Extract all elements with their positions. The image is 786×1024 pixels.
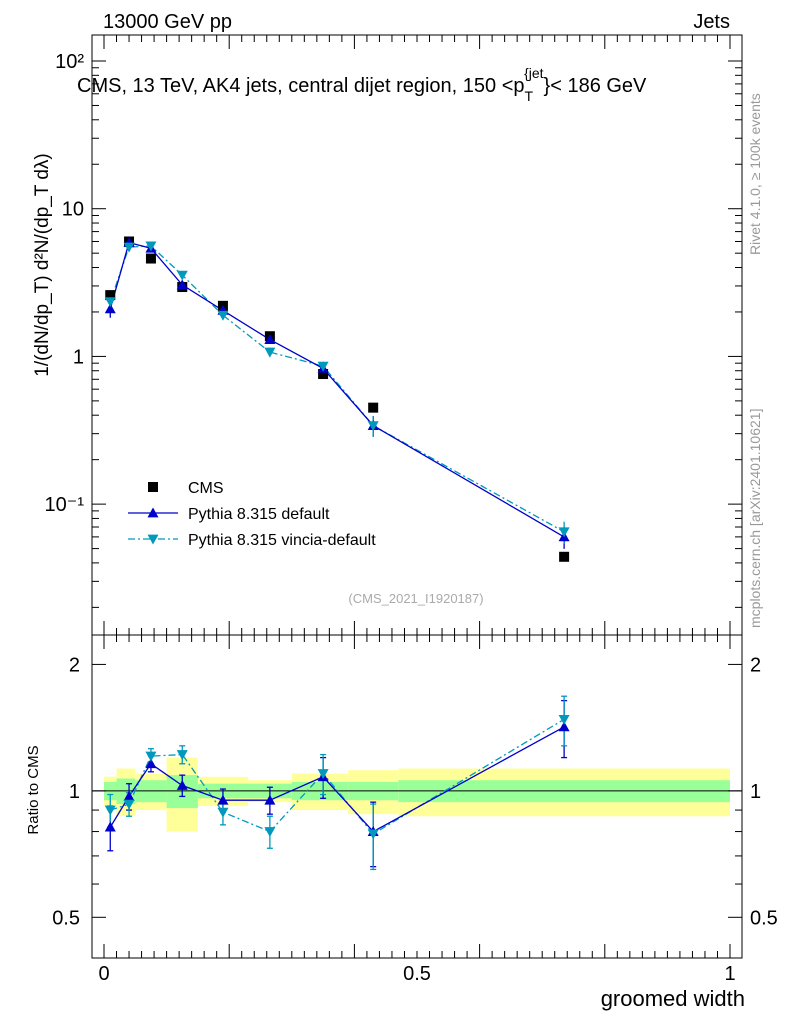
ratio-point-vincia <box>176 750 188 761</box>
ratio-point-vincia <box>264 827 276 838</box>
plot-title-sup: {jet <box>524 65 544 81</box>
legend-marker-default <box>147 507 159 518</box>
mcplots-side-label-text: mcplots.cern.ch [arXiv:2401.10621] <box>747 409 763 628</box>
ratio-point-vincia <box>123 799 135 810</box>
data-point-default <box>104 303 116 314</box>
y-tick-label-top: 10⁻¹ <box>45 494 85 516</box>
legend-marker-vincia <box>147 534 159 545</box>
legend: CMS Pythia 8.315 default Pythia 8.315 vinc… <box>128 480 376 549</box>
x-tick-label: 0 <box>98 963 109 985</box>
legend-label: Pythia 8.315 default <box>188 506 330 523</box>
x-tick-label: 0.5 <box>403 963 431 985</box>
y-tick-label-bottom-right: 2 <box>750 654 761 676</box>
mcplots-side-label: mcplots.cern.ch [arXiv:2401.10621] <box>747 409 763 628</box>
y-tick-label-bottom: 0.5 <box>52 907 80 929</box>
ratio-point-default <box>558 721 570 732</box>
ratio-point-default <box>145 758 157 769</box>
ratio-point-default <box>217 794 229 805</box>
data-point-default <box>176 279 188 290</box>
data-point-cms <box>318 369 329 380</box>
legend-marker-cms <box>148 482 158 492</box>
data-point-vincia <box>217 310 229 321</box>
ratio-point-default <box>104 821 116 832</box>
y-tick-label-top: 1 <box>73 346 84 368</box>
header-jets-label: Jets <box>693 11 730 33</box>
plot-title-tail: }< 186 GeV <box>544 75 648 97</box>
data-point-vincia <box>264 347 276 358</box>
ratio-point-vincia <box>558 714 570 725</box>
data-point-vincia <box>123 242 135 253</box>
rivet-side-label-text: Rivet 4.1.0, ≥ 100k events <box>747 93 763 255</box>
data-point-cms <box>105 290 116 301</box>
y-axis-label-top-text: 1/(dN/dp_T) d²N/(dp_T dλ) <box>32 153 53 377</box>
x-tick-label: 1 <box>724 963 735 985</box>
ratio-point-default <box>176 779 188 790</box>
ratio-point-vincia <box>104 805 116 816</box>
y-tick-label-bottom: 2 <box>69 654 80 676</box>
y-axis-label-bottom: Ratio to CMS <box>25 745 42 834</box>
data-point-vincia <box>104 297 116 308</box>
data-point-vincia <box>176 270 188 281</box>
y-axis-label-top: 1/(dN/dp_T) d²N/(dp_T dλ) <box>32 153 53 377</box>
data-point-vincia <box>558 527 570 538</box>
ratio-point-vincia <box>317 769 329 779</box>
data-point-vincia <box>317 361 329 372</box>
ratio-plot-panel: 0 0.5 1 0.5 0.5 1 1 2 2 <box>52 634 778 985</box>
header-energy-label: 13000 GeV pp <box>103 11 232 33</box>
data-point-vincia <box>367 421 379 432</box>
main-plot-panel: 10⁻¹ 1 10 10² <box>45 34 743 636</box>
y-tick-label-bottom-right: 1 <box>750 781 761 803</box>
ratio-point-default <box>264 794 276 805</box>
y-tick-label-top: 10 <box>62 199 84 221</box>
data-point-default <box>264 334 276 344</box>
data-point-vincia <box>145 241 157 252</box>
legend-label: CMS <box>188 480 224 497</box>
y-axis-label-bottom-text: Ratio to CMS <box>25 745 42 834</box>
ratio-point-vincia <box>145 751 157 762</box>
plot-title-main: CMS, 13 TeV, AK4 jets, central dijet reg… <box>77 75 525 97</box>
data-point-cms <box>368 402 379 413</box>
rivet-side-label: Rivet 4.1.0, ≥ 100k events <box>747 93 763 255</box>
y-tick-label-bottom-right: 0.5 <box>750 907 778 929</box>
x-axis-label: groomed width <box>601 986 745 1011</box>
plot-title-sub: T <box>525 88 534 104</box>
data-point-cms <box>559 551 570 562</box>
ratio-point-vincia <box>217 807 229 818</box>
y-tick-label-top: 10² <box>55 51 84 73</box>
plot-title: CMS, 13 TeV, AK4 jets, central dijet reg… <box>77 65 647 104</box>
ratio-point-vincia <box>367 829 379 840</box>
y-tick-label-bottom: 1 <box>69 781 80 803</box>
ratio-point-default <box>123 790 135 801</box>
data-point-cms <box>145 253 156 264</box>
analysis-id-label: (CMS_2021_I1920187) <box>348 591 483 606</box>
legend-label: Pythia 8.315 vincia-default <box>188 532 376 549</box>
